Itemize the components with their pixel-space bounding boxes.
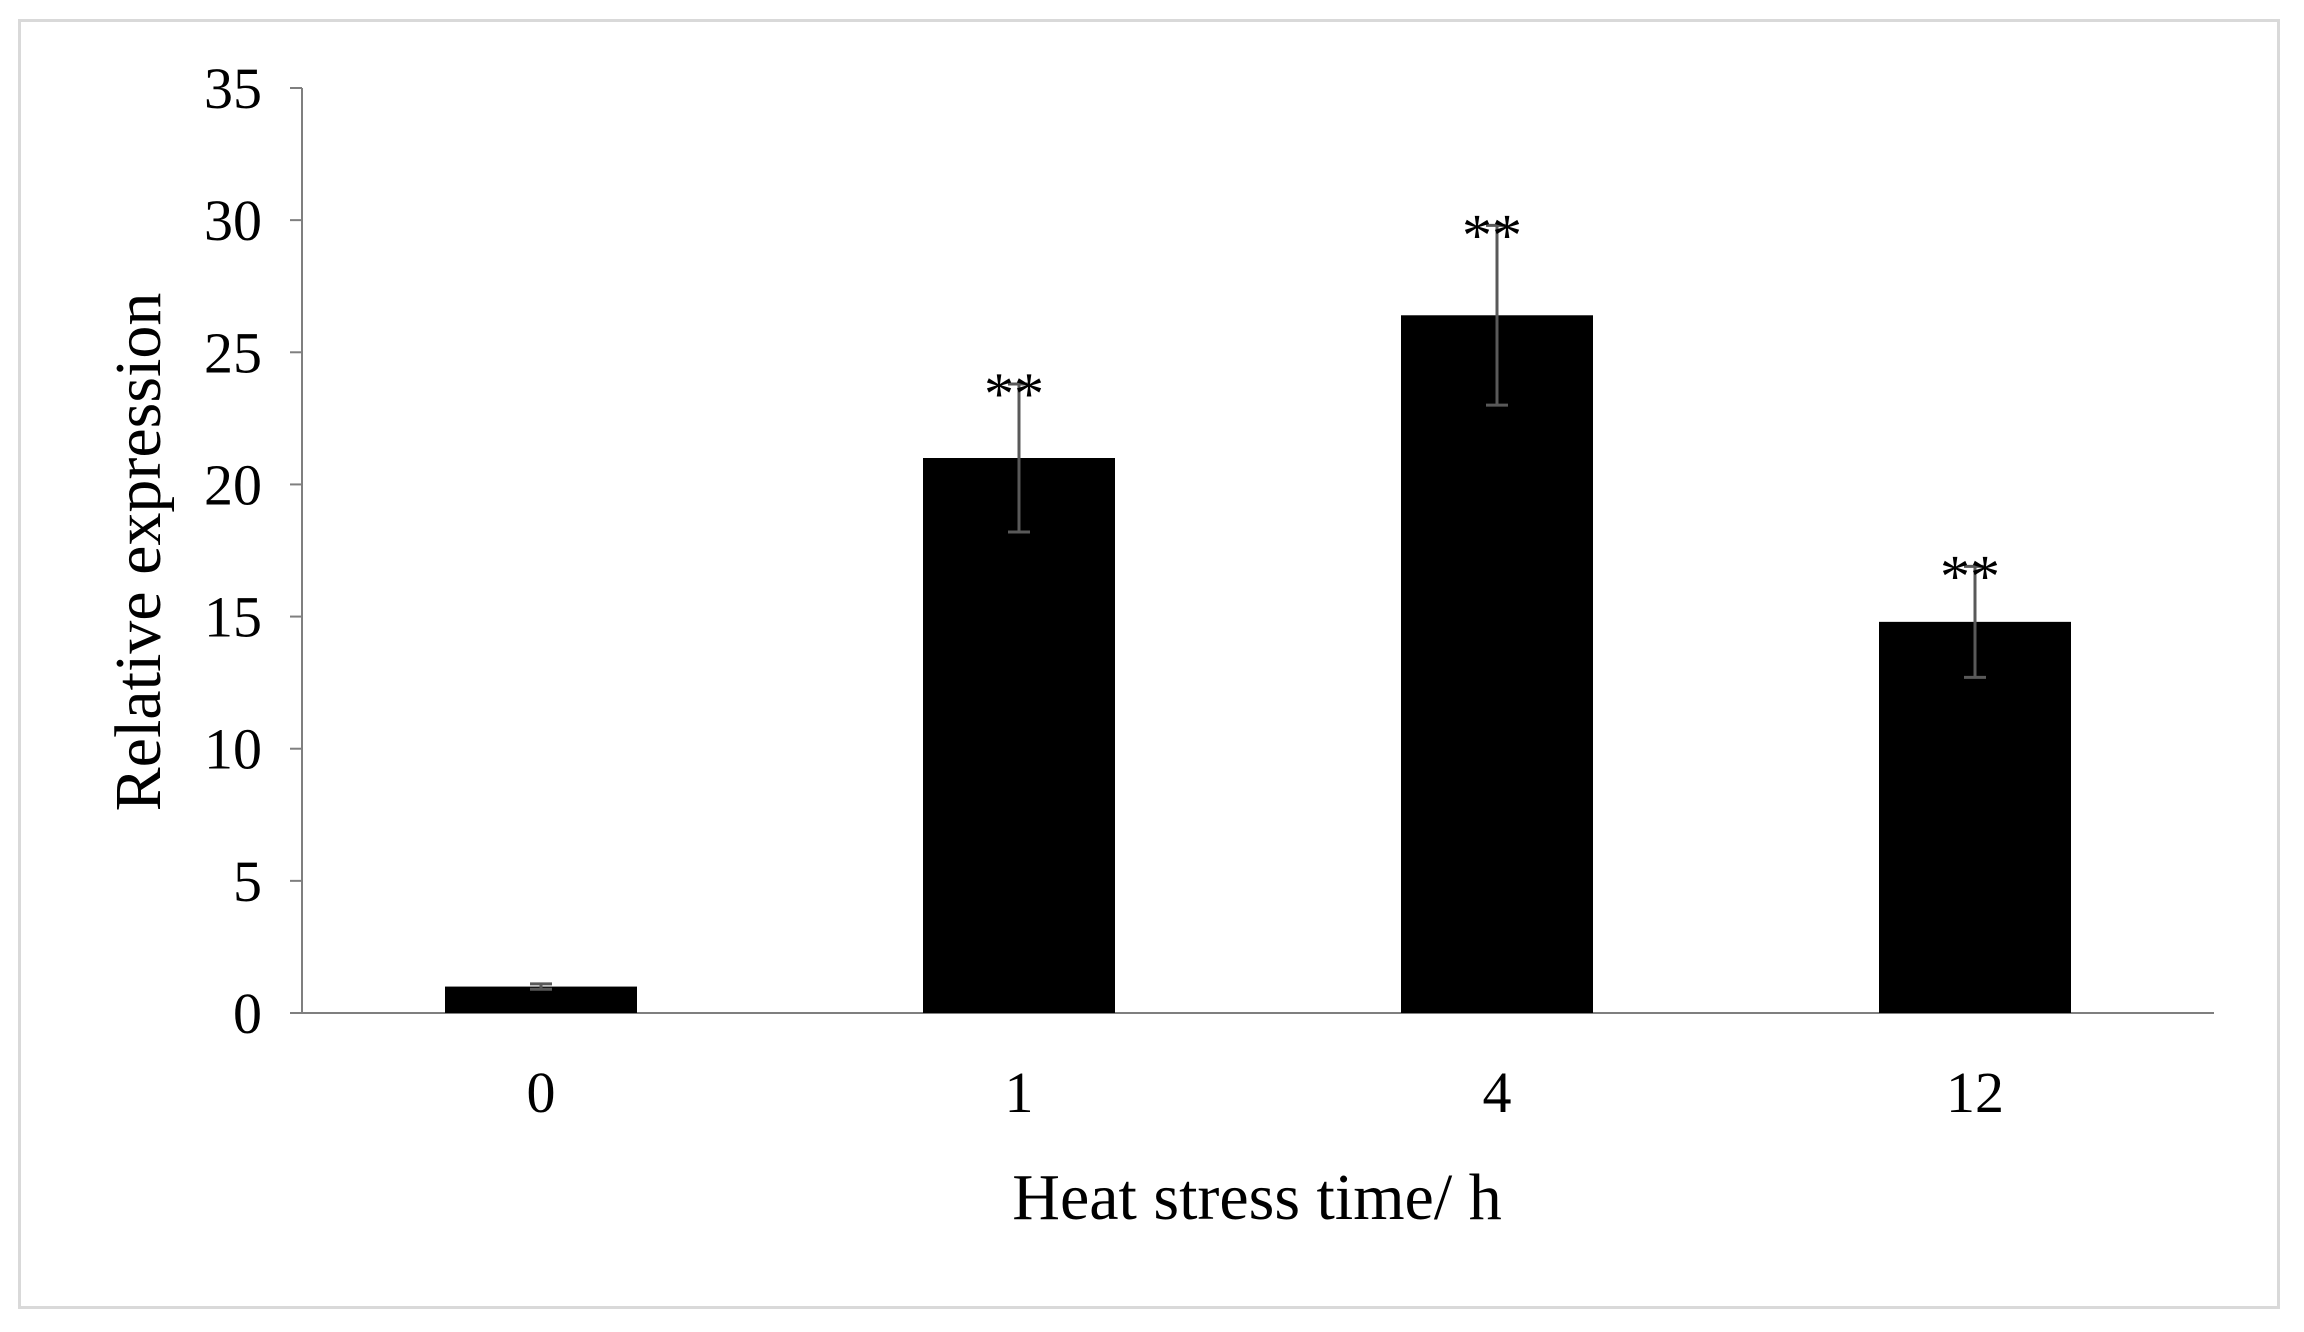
x-axis: 0 1 4 12 bbox=[302, 1012, 2214, 1125]
significance-label-1: ** bbox=[984, 361, 1044, 427]
bar-1 bbox=[923, 458, 1115, 1013]
y-tick-label: 10 bbox=[204, 717, 262, 782]
bars bbox=[445, 315, 2071, 1013]
y-tick-label: 15 bbox=[204, 585, 262, 650]
x-axis-title: Heat stress time/ h bbox=[1012, 1161, 1501, 1234]
y-axis: 0 5 10 15 20 25 30 35 bbox=[204, 56, 303, 1046]
error-bars bbox=[530, 223, 1986, 991]
y-tick-label: 30 bbox=[204, 188, 262, 253]
bar-4 bbox=[1401, 315, 1593, 1013]
x-tick-label: 0 bbox=[527, 1060, 556, 1125]
y-tick-label: 0 bbox=[233, 981, 262, 1046]
bar-0 bbox=[445, 986, 637, 1013]
y-tick-label: 25 bbox=[204, 320, 262, 385]
significance-labels: ** ** ** bbox=[984, 202, 2000, 609]
x-tick-label: 12 bbox=[1946, 1060, 2004, 1125]
x-tick-label: 1 bbox=[1005, 1060, 1034, 1125]
y-axis-title: Relative expression bbox=[102, 293, 175, 812]
x-tick-label: 4 bbox=[1483, 1060, 1512, 1125]
y-tick-label: 35 bbox=[204, 56, 262, 121]
y-tick-label: 5 bbox=[233, 849, 262, 914]
bar-12 bbox=[1879, 621, 2071, 1013]
significance-label-4: ** bbox=[1462, 202, 1522, 268]
y-tick-label: 20 bbox=[204, 452, 262, 517]
significance-label-12: ** bbox=[1940, 543, 2000, 609]
